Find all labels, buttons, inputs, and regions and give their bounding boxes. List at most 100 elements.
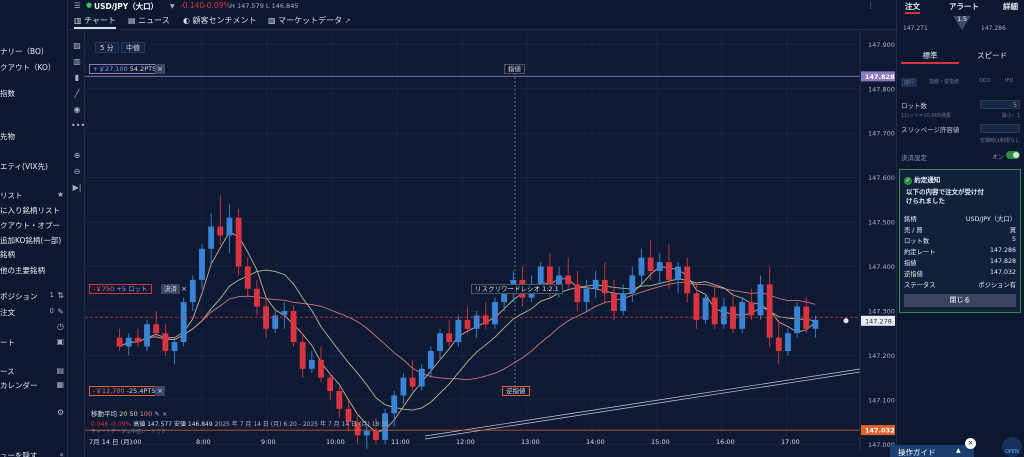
tab-alert[interactable]: アラート (949, 2, 979, 11)
mode-standard[interactable]: 標準 (901, 48, 959, 64)
sidebar-item[interactable]: 他の主要銘柄 (0, 265, 67, 277)
sidebar-item[interactable]: ポジション 1 ⇅ (0, 291, 67, 303)
x-tick-label: :00 (131, 438, 141, 446)
indicator-settings-icon[interactable]: ✎ (154, 410, 160, 418)
open-badge-text: OPEN (1005, 449, 1019, 455)
sidebar-item[interactable]: ート ▣ (0, 337, 67, 349)
stop-loss-close-icon[interactable]: × (155, 386, 165, 396)
take-profit-close-icon[interactable]: × (155, 64, 165, 74)
indicator-remove-icon[interactable]: × (161, 410, 168, 418)
sidebar-item-label: 追加KO銘柄(一部) (0, 236, 62, 245)
candle (757, 275, 764, 320)
candle (199, 244, 205, 289)
guide-close-icon[interactable]: × (965, 438, 976, 449)
chart-svg[interactable]: 147.900 147.800 147.700 147.600 147.500 147.4… (85, 31, 896, 457)
sidebar-item[interactable]: 銘柄 (0, 249, 67, 261)
candle-body (263, 306, 270, 329)
sidebar-item[interactable]: 注文 0 ✎ (0, 307, 67, 319)
zoom-out-icon[interactable]: ⊖ (73, 167, 81, 176)
eye-icon[interactable]: ◉ (73, 105, 81, 114)
chevron-up-icon: ▲ (956, 447, 961, 454)
tab-news[interactable]: ▤ ニュース (128, 15, 170, 29)
open-badge[interactable]: OPEN (1002, 437, 1022, 457)
sidebar-item[interactable]: ース ▤ (0, 366, 67, 378)
more-tools-icon[interactable]: ••• (71, 121, 86, 130)
sidebar-item[interactable]: 先物 (0, 131, 67, 143)
slippage-input[interactable] (980, 124, 1020, 133)
y-tick-label: 147.900 (868, 41, 895, 49)
tab-details[interactable]: 詳細 (1003, 2, 1018, 11)
sidebar-item[interactable]: ◷ (0, 322, 67, 334)
sidebar-item-label: 銘柄 (0, 250, 15, 259)
sidebar-item[interactable]: ⚙ (0, 408, 67, 420)
notice-row: 銘柄 USD/JPY（大口） (904, 214, 1016, 223)
sidebar-item-label: に入り銘柄リスト (0, 206, 60, 215)
stop-loss-price-tag-text: 147.032 (865, 427, 895, 435)
chart-grid (85, 31, 860, 451)
menu-icon[interactable]: ☰ (74, 1, 81, 10)
candle (427, 346, 434, 378)
order-type-limit[interactable]: 指値・逆指値 (929, 79, 960, 85)
price-mode-selector[interactable]: 中値 (121, 42, 145, 53)
take-profit-tag[interactable]: +￥27,100 54.2PTS (89, 64, 161, 74)
notice-close-button[interactable]: 閉じる (904, 294, 1016, 307)
sidebar-item[interactable]: クアウト（KO） (0, 62, 67, 74)
lots-input[interactable]: 5 (980, 100, 1020, 109)
candle-body (235, 217, 242, 267)
candle-body (730, 306, 736, 329)
ohlc-pct: -0.09% (110, 421, 132, 428)
left-sidebar: ナリー（BO） クアウト（KO） 指数先物エティ(VIX先) リスト ★ に入り銘柄リスト… (0, 0, 68, 457)
risk-reward-label: リスクリワードレシオ 1:2.1 (471, 284, 563, 294)
tab-market-data[interactable]: ▧ マーケットデータ ↗ (268, 15, 351, 29)
candle-body (775, 337, 782, 351)
indicator-icon[interactable]: ▮ (74, 73, 80, 82)
chart-icon: ▥ (74, 16, 82, 25)
operation-guide[interactable]: 操作ガイド ▲ (890, 445, 974, 457)
sidebar-item[interactable]: カレンダー ▦ (0, 380, 67, 392)
sidebar-item-icon: ✎ (57, 307, 64, 316)
tab-chart[interactable]: ▥ チャート (74, 15, 117, 29)
candle-type-icon[interactable]: ▥ (73, 57, 81, 66)
stop-loss-tag[interactable]: -￥12,700 -25.4PTS (89, 386, 160, 396)
take-profit-label[interactable]: 指値 (504, 64, 525, 74)
position-x-icon[interactable]: × (181, 285, 187, 293)
stop-loss-label[interactable]: 逆指値 (502, 386, 530, 396)
mode-speed[interactable]: スピード (977, 51, 1007, 60)
candle-body (473, 315, 480, 329)
more-vertical-icon[interactable]: ⋮ (867, 1, 875, 10)
take-profit-price-tag-bg (861, 71, 895, 82)
candle-body (757, 284, 764, 316)
sidebar-item[interactable]: ューを隠す « (0, 450, 67, 457)
price-chart[interactable]: 147.900 147.800 147.700 147.600 147.500 147.4… (85, 31, 896, 457)
sidebar-item[interactable]: に入り銘柄リスト (0, 205, 67, 217)
notice-title-row: ✓ 約定通知 (904, 174, 940, 185)
order-type-row: 成行 指値・逆指値 OCO IFD (901, 78, 1021, 88)
candle-body (336, 391, 343, 409)
chevron-down-icon[interactable]: ▼ (170, 3, 175, 10)
position-close-button[interactable]: 決済 (161, 284, 180, 294)
zoom-in-icon[interactable]: ⊕ (73, 151, 81, 160)
sidebar-item[interactable]: 指数 (0, 88, 67, 100)
image-icon[interactable]: ▨ (73, 41, 81, 50)
sidebar-item[interactable]: ナリー（BO） (0, 46, 67, 58)
timeframe-selector[interactable]: 5 分 (95, 42, 119, 53)
order-type-oco[interactable]: OCO (979, 78, 991, 84)
order-type-market[interactable]: 成行 (901, 78, 918, 87)
symbol-name[interactable]: USD/JPY（大口） (94, 2, 159, 11)
sidebar-item[interactable]: クアウト・オプー (0, 220, 67, 232)
position-tag[interactable]: -￥750 +5 ロット (89, 284, 152, 294)
settle-toggle[interactable] (1006, 151, 1020, 159)
sidebar-item[interactable]: 追加KO銘柄(一部) (0, 235, 67, 247)
draw-line-icon[interactable]: ╱ (74, 89, 80, 98)
candle-body (162, 333, 169, 351)
sidebar-item[interactable]: エティ(VIX先) (0, 161, 67, 173)
candle (345, 399, 352, 431)
candle-body (180, 302, 187, 343)
jump-end-icon[interactable]: ▶| (72, 183, 82, 192)
sidebar-item[interactable]: リスト ★ (0, 190, 67, 202)
sentiment-icon: ◐ (183, 16, 190, 25)
candle (125, 333, 132, 356)
tab-sentiment[interactable]: ◐ 顧客センチメント (183, 15, 257, 29)
order-type-ifd[interactable]: IFD (1005, 78, 1014, 84)
tab-order[interactable]: 注文 (905, 1, 920, 14)
